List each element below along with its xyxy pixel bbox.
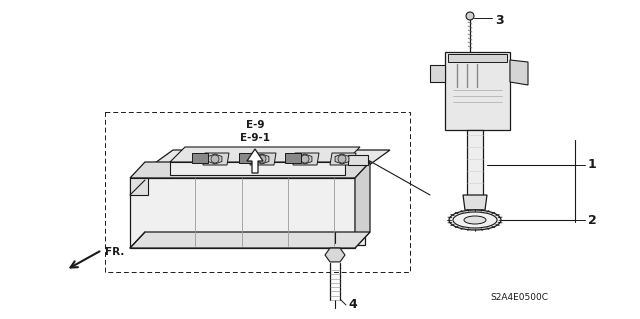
- Text: 2: 2: [588, 213, 596, 226]
- Bar: [192, 153, 208, 163]
- Text: 4: 4: [348, 299, 356, 311]
- Polygon shape: [148, 168, 365, 245]
- Polygon shape: [325, 248, 345, 262]
- Text: E-9-1: E-9-1: [240, 133, 270, 143]
- Polygon shape: [293, 153, 319, 165]
- Circle shape: [211, 155, 219, 163]
- Polygon shape: [463, 195, 487, 210]
- Text: E-9: E-9: [246, 120, 264, 130]
- Bar: [239, 153, 255, 163]
- Text: FR.: FR.: [105, 247, 124, 257]
- Text: S2A4E0500C: S2A4E0500C: [490, 293, 548, 302]
- Circle shape: [338, 155, 346, 163]
- Polygon shape: [348, 155, 368, 165]
- Polygon shape: [130, 178, 355, 248]
- Polygon shape: [250, 153, 276, 165]
- Polygon shape: [355, 162, 370, 248]
- Polygon shape: [130, 178, 148, 195]
- Polygon shape: [130, 162, 370, 178]
- Bar: [285, 153, 301, 163]
- Polygon shape: [335, 154, 349, 164]
- Polygon shape: [510, 60, 528, 85]
- Ellipse shape: [464, 216, 486, 224]
- Polygon shape: [467, 130, 483, 210]
- Polygon shape: [430, 65, 445, 82]
- Text: 1: 1: [588, 159, 596, 172]
- Polygon shape: [298, 154, 312, 164]
- Bar: [448, 54, 507, 62]
- Polygon shape: [445, 52, 510, 130]
- Circle shape: [301, 155, 309, 163]
- Ellipse shape: [453, 212, 497, 228]
- Circle shape: [258, 155, 266, 163]
- Text: 3: 3: [495, 13, 504, 26]
- Polygon shape: [148, 150, 390, 168]
- Polygon shape: [330, 153, 356, 165]
- Polygon shape: [170, 162, 345, 175]
- Polygon shape: [130, 232, 370, 248]
- Circle shape: [466, 12, 474, 20]
- Polygon shape: [170, 147, 360, 162]
- Polygon shape: [247, 149, 263, 173]
- Ellipse shape: [449, 210, 501, 230]
- Polygon shape: [203, 153, 229, 165]
- Polygon shape: [255, 154, 269, 164]
- Polygon shape: [208, 154, 222, 164]
